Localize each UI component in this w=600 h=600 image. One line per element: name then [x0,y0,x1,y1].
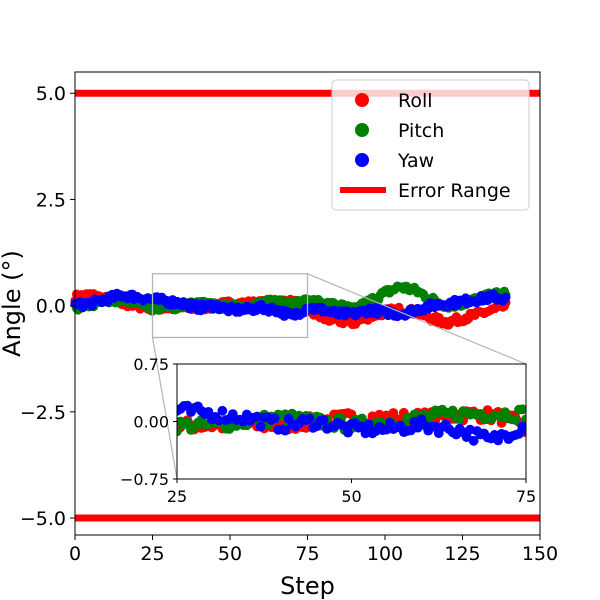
legend-label: Error Range [398,180,511,202]
inset-data-point [318,415,329,425]
data-point [501,292,511,302]
inset-data-point [343,427,353,438]
inset-series-yaw [177,400,526,446]
inset-data-point [203,406,214,417]
inset-y-tick-label: 0.00 [133,413,169,432]
inset-data-point [517,404,526,415]
inset-points [177,400,526,446]
x-tick-label: 50 [218,543,242,565]
zoom-connector [151,337,178,480]
x-tick-label: 75 [295,543,319,565]
y-tick-label: 0.0 [36,296,66,318]
inset-x-tick-label: 25 [167,487,187,506]
y-tick-label: 5.0 [36,83,66,105]
inset-data-point [255,421,266,432]
x-tick-label: 150 [522,543,558,565]
inset-data-point [454,414,465,425]
legend-marker-pitch [355,123,369,137]
inset-data-point [177,426,182,437]
inset-data-point [388,408,399,418]
zoom-region-box [151,273,309,339]
inset-data-point [360,428,371,439]
inset-data-point [510,415,521,425]
inset-data-point [182,417,193,428]
inset-data-point [304,413,315,424]
inset-data-point [217,405,228,416]
inset-plot: 25 50 75 −0.75 0.00 0.75 [120,273,536,506]
zoom-connector [307,273,527,365]
legend-label: Pitch [398,120,444,142]
series-yaw [70,288,511,322]
y-tick-label: −2.5 [20,402,66,424]
legend-label: Roll [398,90,433,112]
inset-data-point [269,413,280,424]
x-tick-label: 25 [140,543,164,565]
x-axis-title: Step [280,572,335,600]
legend: Roll Pitch Yaw Error Range [331,79,530,211]
x-tick-label: 0 [69,543,81,565]
inset-data-point [447,405,458,416]
inset-x-tick-label: 50 [341,487,361,506]
x-tick-label: 125 [444,543,480,565]
inset-data-point [280,425,291,436]
y-axis-title: Angle (°) [0,250,26,357]
inset-y-tick-label: 0.75 [133,355,169,374]
inset-data-point [468,435,479,446]
legend-marker-roll [355,93,369,107]
inset-data-point [364,419,374,430]
legend-marker-yaw [355,153,369,167]
inset-x-tick-label: 75 [516,487,536,506]
y-tick-label: −5.0 [20,508,66,530]
inset-y-tick-label: −0.75 [120,470,169,489]
inset-data-point [213,415,224,426]
inset-data-point [357,413,367,424]
x-tick-label: 100 [367,543,403,565]
inset-data-point [521,425,526,435]
legend-label: Yaw [397,150,434,172]
legend-box [331,79,530,211]
y-tick-label: 2.5 [36,189,66,211]
